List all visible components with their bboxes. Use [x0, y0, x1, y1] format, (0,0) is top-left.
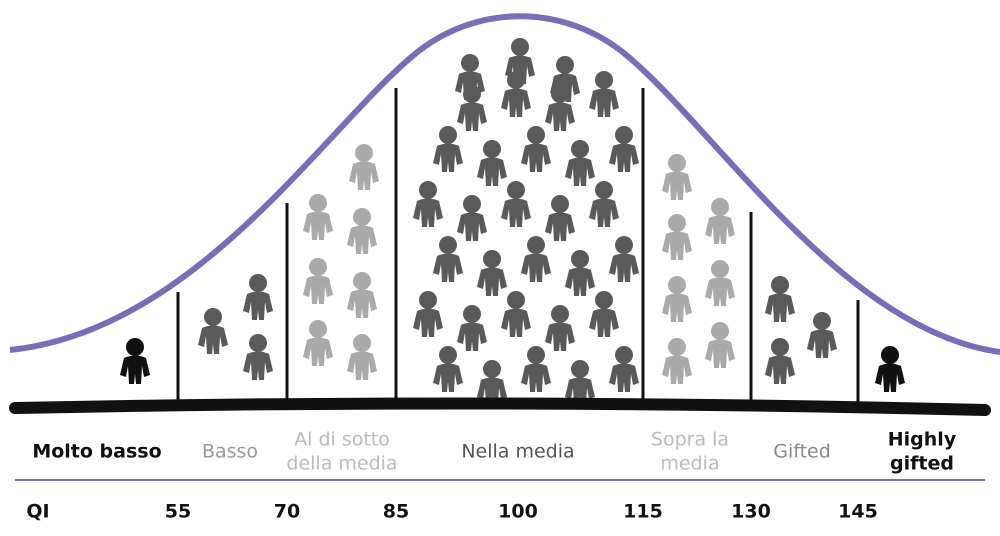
person-icon	[875, 346, 905, 392]
person-icon	[120, 338, 150, 384]
person-icon	[303, 194, 333, 240]
person-icon	[243, 334, 273, 380]
person-icon	[303, 258, 333, 304]
person-icon	[521, 236, 551, 282]
scale-label: QI	[26, 501, 49, 523]
person-icon	[477, 140, 507, 186]
category-label: Highly	[888, 429, 957, 451]
baseline	[9, 397, 991, 416]
person-icon	[433, 126, 463, 172]
person-icon	[705, 322, 735, 368]
person-icon	[501, 291, 531, 337]
scale-tick: 115	[623, 501, 663, 523]
person-icon	[501, 181, 531, 227]
person-icon	[413, 291, 443, 337]
scale-tick: 145	[838, 501, 878, 523]
category-label: Nella media	[461, 441, 574, 463]
person-icon	[433, 346, 463, 392]
category-label: Basso	[202, 441, 258, 463]
person-icon	[705, 198, 735, 244]
person-icon	[347, 334, 377, 380]
category-label: Gifted	[773, 441, 831, 463]
person-icon	[545, 195, 575, 241]
person-icon	[457, 195, 487, 241]
person-icon	[662, 154, 692, 200]
category-label: media	[660, 453, 719, 475]
scale-tick: 70	[274, 501, 300, 523]
person-icon	[347, 272, 377, 318]
person-icon	[457, 305, 487, 351]
scale-tick: 100	[498, 501, 538, 523]
scale-tick: 85	[383, 501, 409, 523]
person-icon	[521, 346, 551, 392]
person-icon	[198, 308, 228, 354]
person-icon	[609, 346, 639, 392]
person-icon	[565, 140, 595, 186]
person-icon	[589, 291, 619, 337]
category-label: gifted	[890, 453, 954, 475]
person-icon	[413, 181, 443, 227]
category-label: della media	[286, 453, 397, 475]
person-icon	[433, 236, 463, 282]
person-icon	[662, 214, 692, 260]
person-icon	[662, 338, 692, 384]
category-label: Al di sotto	[294, 429, 390, 451]
person-icon	[609, 126, 639, 172]
person-icon	[662, 276, 692, 322]
person-icon	[765, 338, 795, 384]
person-icon	[807, 312, 837, 358]
person-icon	[521, 126, 551, 172]
scale-tick: 55	[165, 501, 191, 523]
person-icon	[545, 305, 575, 351]
person-icon	[303, 320, 333, 366]
person-icon	[565, 250, 595, 296]
person-icon	[609, 236, 639, 282]
scale-tick: 130	[731, 501, 771, 523]
person-icon	[243, 274, 273, 320]
person-icon	[349, 144, 379, 190]
person-icon	[705, 260, 735, 306]
category-label: Molto basso	[32, 441, 161, 463]
person-icon	[765, 276, 795, 322]
person-icon	[477, 250, 507, 296]
person-icon	[347, 208, 377, 254]
bell-curve	[9, 13, 1000, 355]
category-label: Sopra la	[651, 429, 729, 451]
person-icon	[589, 71, 619, 117]
dividers	[176, 88, 860, 405]
person-icon	[589, 181, 619, 227]
